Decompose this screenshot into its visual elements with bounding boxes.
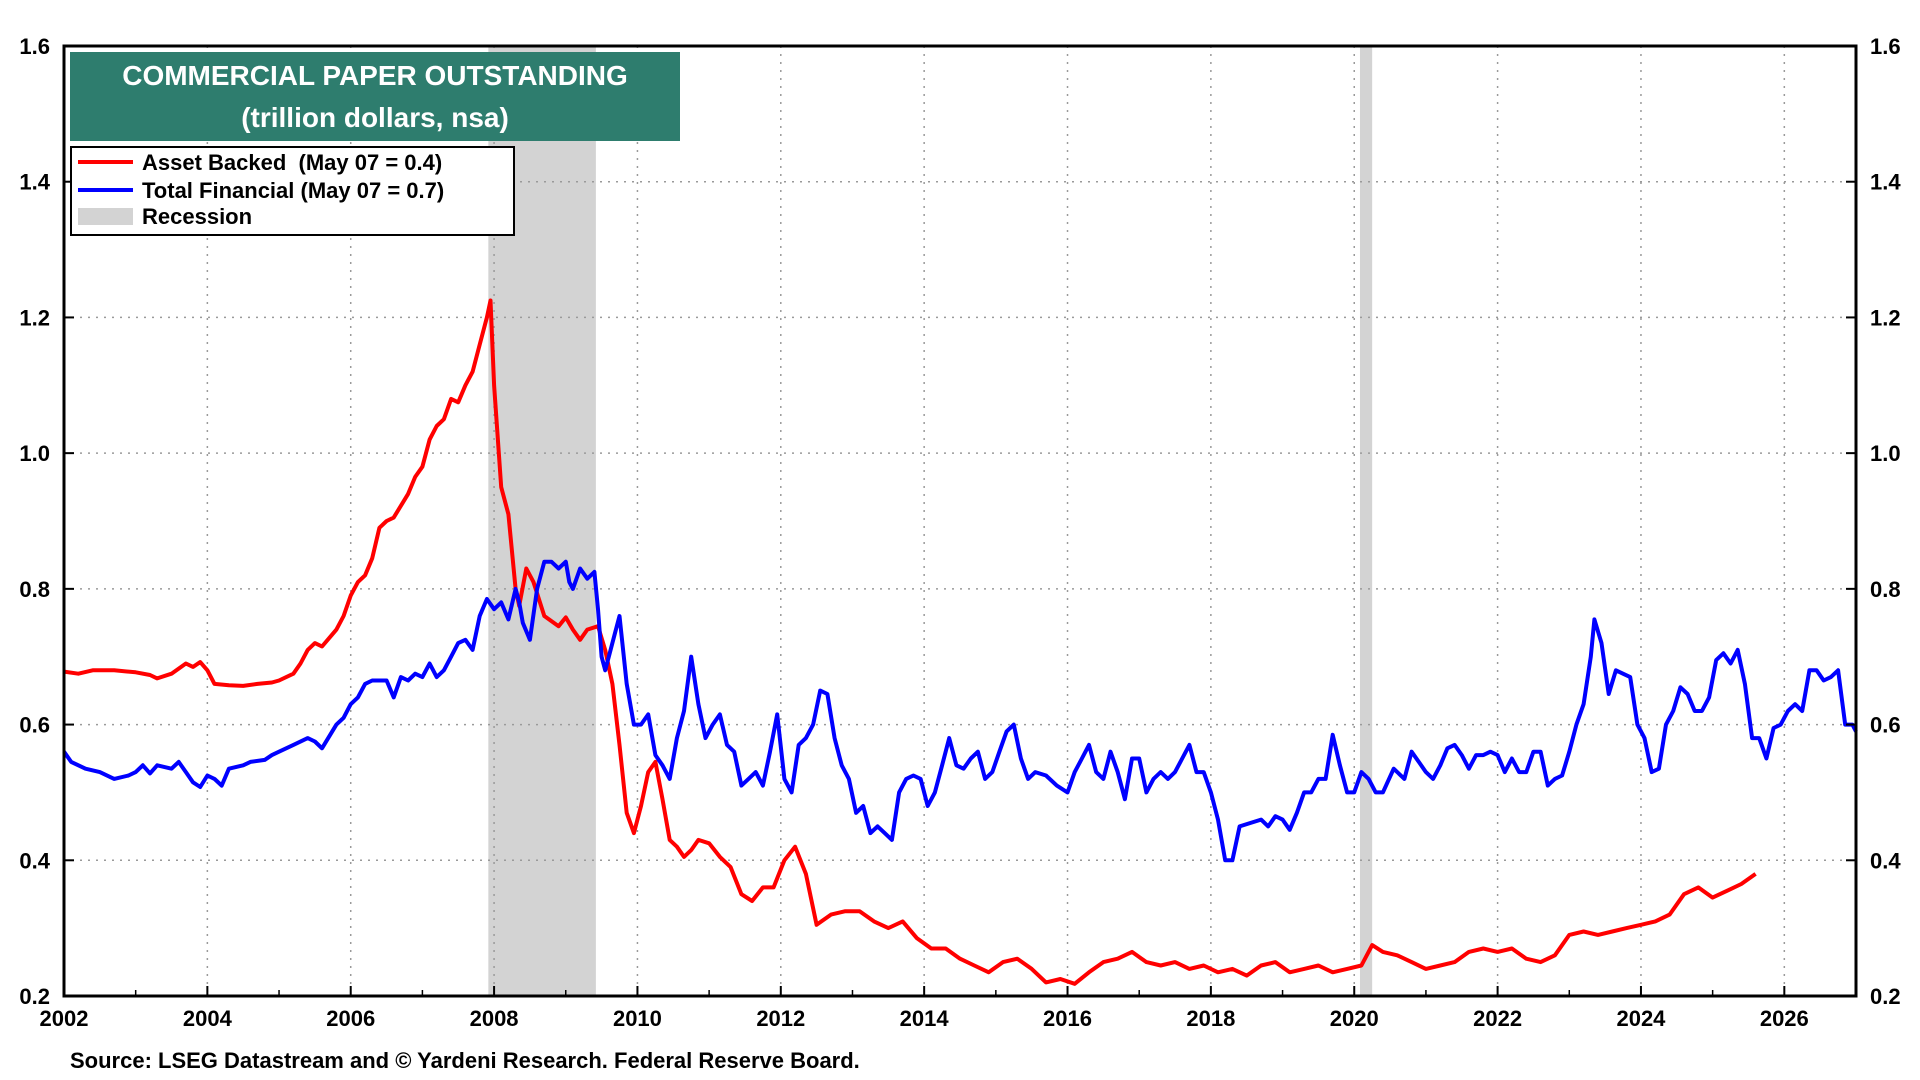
plot-frame: [62, 44, 1858, 998]
recession-band-1: [1359, 46, 1373, 996]
series-total-financial: [62, 559, 1858, 863]
y-tick-label-left: 1.6: [19, 34, 50, 59]
chart-title: COMMERCIAL PAPER OUTSTANDING: [122, 60, 628, 91]
x-tick-label: 2008: [470, 1006, 519, 1031]
y-tick-label-left: 0.6: [19, 713, 50, 738]
y-tick-label-right: 0.4: [1870, 848, 1901, 873]
y-tick-label-left: 1.2: [19, 305, 50, 330]
legend-box: [70, 146, 515, 236]
y-tick-label-right: 1.0: [1870, 441, 1901, 466]
chart-subtitle: (trillion dollars, nsa): [241, 102, 509, 133]
x-tick-label: 2002: [40, 1006, 89, 1031]
x-tick-label: 2014: [900, 1006, 950, 1031]
title-background: [70, 52, 680, 141]
x-tick-label: 2004: [183, 1006, 233, 1031]
y-tick-label-left: 0.8: [19, 577, 50, 602]
series-asset-backed: [63, 298, 1757, 986]
y-tick-label-right: 0.6: [1870, 713, 1901, 738]
x-tick-label: 2018: [1186, 1006, 1235, 1031]
y-tick-label-right: 1.2: [1870, 305, 1901, 330]
y-tick-label-left: 0.2: [19, 984, 50, 1009]
y-tick-label-left: 1.0: [19, 441, 50, 466]
x-tick-label: 2024: [1616, 1006, 1666, 1031]
legend-label-recession: Recession: [142, 204, 252, 229]
series-lines: [62, 298, 1858, 986]
title-box: COMMERCIAL PAPER OUTSTANDING (trillion d…: [70, 52, 680, 141]
x-tick-label: 2026: [1760, 1006, 1809, 1031]
y-tick-label-right: 0.8: [1870, 577, 1901, 602]
y-tick-label-left: 1.4: [19, 170, 50, 195]
x-tick-label: 2016: [1043, 1006, 1092, 1031]
legend-label-total-financial: Total Financial (May 07 = 0.7): [142, 178, 444, 203]
y-tick-label-right: 1.6: [1870, 34, 1901, 59]
source-note: Source: LSEG Datastream and © Yardeni Re…: [70, 1048, 860, 1073]
legend-label-asset-backed: Asset Backed (May 07 = 0.4): [142, 150, 442, 175]
gridlines: [64, 46, 1856, 996]
x-tick-label: 2006: [326, 1006, 375, 1031]
y-tick-label-right: 1.4: [1870, 170, 1901, 195]
legend: Asset Backed (May 07 = 0.4) Total Financ…: [70, 146, 515, 236]
legend-swatch-recession: [78, 208, 133, 225]
x-tick-label: 2022: [1473, 1006, 1522, 1031]
x-tick-label: 2020: [1330, 1006, 1379, 1031]
y-tick-label-left: 0.4: [19, 848, 50, 873]
x-tick-label: 2012: [756, 1006, 805, 1031]
y-tick-label-right: 0.2: [1870, 984, 1901, 1009]
axis-ticks: 2002 2004 2006 2008 2010 2012 2014 2016 2018 2020…: [19, 34, 1901, 1031]
x-tick-label: 2010: [613, 1006, 662, 1031]
